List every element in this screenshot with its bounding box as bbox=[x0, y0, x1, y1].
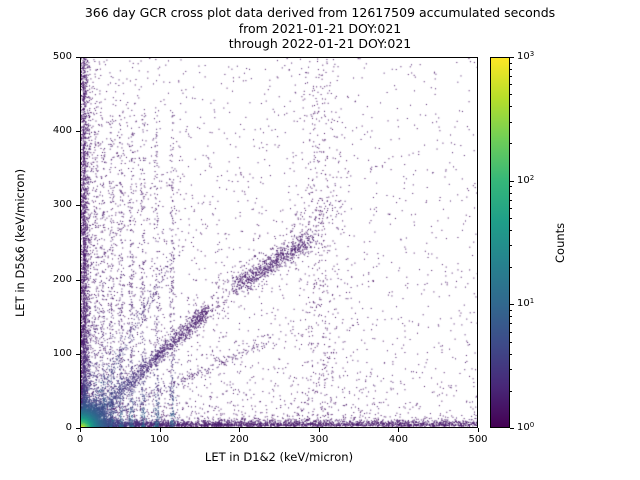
x-tick-mark bbox=[239, 428, 241, 432]
colorbar-major-tick-mark bbox=[510, 180, 514, 182]
colorbar-minor-tick-mark bbox=[510, 94, 512, 96]
colorbar-minor-tick-mark bbox=[510, 323, 512, 325]
y-tick-label: 100 bbox=[52, 347, 72, 359]
colorbar-minor-tick-mark bbox=[510, 143, 512, 145]
colorbar-minor-tick-mark bbox=[510, 199, 512, 201]
colorbar-minor-tick-mark bbox=[510, 267, 512, 269]
x-tick-label: 200 bbox=[229, 434, 249, 445]
x-axis-tick-marks bbox=[80, 428, 479, 433]
x-tick-mark bbox=[318, 428, 320, 432]
x-tick-label: 100 bbox=[150, 434, 170, 445]
y-tick-label: 0 bbox=[65, 422, 72, 433]
colorbar-minor-tick-mark bbox=[510, 217, 512, 219]
colorbar-label: Counts bbox=[553, 222, 567, 263]
colorbar-minor-tick-mark bbox=[510, 192, 512, 194]
colorbar-tick-label: 100 bbox=[517, 420, 535, 433]
scatter-canvas bbox=[81, 58, 477, 427]
colorbar-minor-tick-mark bbox=[510, 84, 512, 86]
y-axis-tick-labels: 0 100 200 300 400 500 bbox=[38, 51, 72, 433]
colorbar-major-tick-mark bbox=[510, 57, 514, 58]
y-tick-label: 400 bbox=[52, 125, 72, 137]
x-tick-mark bbox=[80, 428, 81, 432]
colorbar-minor-tick-mark bbox=[510, 353, 512, 355]
x-tick-mark bbox=[159, 428, 161, 432]
colorbar-minor-tick-mark bbox=[510, 316, 512, 318]
colorbar-major-tick-mark bbox=[510, 304, 514, 306]
x-axis-tick-labels: 0 100 200 300 400 500 bbox=[76, 434, 488, 446]
chart-title-line1: 366 day GCR cross plot data derived from… bbox=[84, 5, 556, 20]
plot-area bbox=[80, 57, 478, 428]
colorbar-major-tick-mark bbox=[510, 428, 514, 429]
x-tick-label: 300 bbox=[309, 434, 329, 445]
colorbar-minor-tick-mark bbox=[510, 390, 512, 392]
y-tick-label: 200 bbox=[52, 273, 72, 285]
colorbar-minor-tick-mark bbox=[510, 186, 512, 188]
colorbar-minor-tick-mark bbox=[510, 368, 512, 370]
x-tick-label: 400 bbox=[388, 434, 408, 445]
x-tick-label: 0 bbox=[76, 434, 84, 445]
x-axis-label: LET in D1&2 (keV/micron) bbox=[204, 450, 354, 464]
chart-title-line2: from 2021-01-21 DOY:021 bbox=[238, 21, 402, 36]
colorbar-minor-tick-mark bbox=[510, 309, 512, 311]
colorbar-minor-tick-mark bbox=[510, 62, 512, 64]
colorbar-minor-tick-mark bbox=[510, 331, 512, 333]
y-tick-mark bbox=[76, 353, 80, 355]
colorbar-tick-labels: 100 101 102 103 bbox=[517, 50, 551, 433]
colorbar-minor-tick-mark bbox=[510, 341, 512, 343]
x-tick-label: 500 bbox=[468, 434, 488, 445]
x-tick-mark bbox=[478, 428, 479, 432]
y-tick-mark bbox=[76, 57, 80, 58]
colorbar-minor-tick-mark bbox=[510, 208, 512, 210]
y-tick-mark bbox=[76, 131, 80, 133]
y-tick-mark bbox=[76, 205, 80, 207]
colorbar-minor-tick-mark bbox=[510, 229, 512, 231]
y-tick-mark bbox=[76, 428, 80, 429]
colorbar-tick-label: 102 bbox=[517, 173, 535, 186]
colorbar-minor-tick-mark bbox=[510, 68, 512, 70]
colorbar-tick-label: 101 bbox=[517, 297, 535, 310]
colorbar bbox=[490, 57, 510, 428]
chart-title-line3: through 2022-01-21 DOY:021 bbox=[228, 36, 412, 51]
y-tick-mark bbox=[76, 279, 80, 281]
y-tick-label: 300 bbox=[52, 199, 72, 211]
colorbar-minor-tick-mark bbox=[510, 76, 512, 78]
colorbar-minor-tick-mark bbox=[510, 245, 512, 247]
y-tick-label: 500 bbox=[52, 51, 72, 62]
colorbar-tick-label: 103 bbox=[517, 49, 535, 62]
y-axis-label: LET in D5&6 (keV/micron) bbox=[13, 168, 27, 317]
colorbar-tick-marks bbox=[510, 57, 515, 429]
colorbar-minor-tick-mark bbox=[510, 106, 512, 108]
x-tick-mark bbox=[398, 428, 400, 432]
y-axis-tick-marks bbox=[76, 57, 80, 429]
colorbar-minor-tick-mark bbox=[510, 121, 512, 123]
